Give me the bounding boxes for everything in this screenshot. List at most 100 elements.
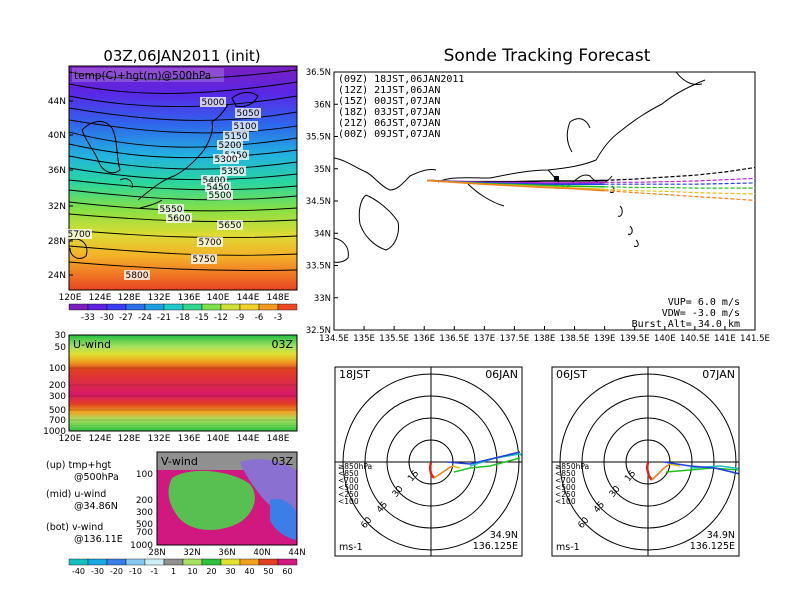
wind-colorbar-label: 60: [282, 567, 292, 576]
temp-map-lat-ticks: 44N 40N 36N 32N 28N 24N: [48, 97, 73, 281]
temp-colorbar-label: -21: [157, 313, 171, 323]
hodograph-trace: [645, 461, 653, 481]
level-legend-entry: <250: [555, 490, 576, 499]
lon-tick-label: 140E: [654, 334, 676, 344]
tracking-title: Sonde Tracking Forecast: [444, 46, 651, 66]
pressure-tick-label: 500: [136, 520, 153, 530]
contour-label-bg: [223, 131, 249, 141]
temp-colorbar-swatch: [277, 303, 298, 311]
u-wind-time: 03Z: [271, 338, 293, 351]
contour-label: 5650: [219, 221, 242, 231]
temp-map-label: temp(C)+hgt(m)@500hPa: [74, 70, 211, 82]
temp-height-map: 03Z,06JAN2011 (init): [48, 47, 298, 323]
wind-colorbar-label: 1: [171, 567, 176, 576]
contour-label: 5800: [126, 271, 149, 281]
pressure-tick-label: 1000: [43, 427, 66, 437]
temp-colorbar-swatch: [182, 303, 203, 311]
hodograph-trace: [451, 465, 461, 469]
lat-tick-label: 35.5N: [306, 133, 331, 143]
lon-tick-label: 134.5E: [319, 334, 349, 344]
contour-label-bg: [201, 175, 227, 185]
hodograph-trace: [665, 467, 739, 473]
ring-speed-label: 15: [406, 469, 421, 484]
level-legend-entry: <700: [555, 476, 576, 485]
contour-label-bg: [217, 220, 243, 230]
lon-tick-label: 144E: [237, 293, 260, 303]
lat-tick-label: 44N: [288, 548, 305, 558]
lat-tick-label: 33N: [314, 294, 331, 304]
hodograph-18jst-frame: [334, 366, 523, 557]
u-wind-frame: [68, 334, 298, 432]
lon-tick-label: 128E: [118, 293, 141, 303]
burst-altitude: Burst Alt= 34.0 km: [632, 319, 740, 330]
hodograph-trace: [453, 457, 521, 473]
wind-colorbar-swatch: [163, 558, 184, 566]
track-forecast-segment: [604, 166, 755, 181]
level-legend-entry: <850: [338, 469, 359, 478]
contour-label: 5150: [225, 132, 248, 142]
pressure-tick-label: 300: [49, 392, 66, 402]
hodograph-trace: [663, 461, 739, 475]
contour-label: 5700: [199, 238, 222, 248]
lat-tick-label: 28N: [148, 548, 165, 558]
u-wind-label: U-wind: [73, 338, 111, 351]
ring-speed-label: 60: [576, 515, 591, 530]
track-forecast-segment: [604, 188, 755, 195]
lat-tick-label: 35N: [314, 165, 331, 175]
temp-colorbar-swatch: [125, 303, 146, 311]
contour-label-bg: [235, 108, 261, 118]
contour-label-bg: [158, 204, 184, 214]
temp-colorbar-swatch: [144, 303, 165, 311]
hodograph-date-label: 06JAN: [485, 368, 518, 381]
lon-tick-label: 135.5E: [379, 334, 409, 344]
lon-tick-label: 137E: [474, 334, 496, 344]
wind-colorbar-label: -10: [129, 567, 142, 576]
temp-colorbar-label: -27: [119, 313, 133, 323]
wind-colorbar-label: 10: [187, 567, 197, 576]
lon-tick-label: 138E: [534, 334, 556, 344]
track-solid-segment: [427, 179, 605, 192]
track-legend-entry: (15Z) 00JST,07JAN: [338, 96, 440, 107]
temp-colorbar-label: -9: [236, 313, 244, 323]
pressure-tick-label: 700: [49, 416, 66, 426]
track-legend-entry: (00Z) 09JST,07JAN: [338, 129, 440, 140]
contour-label-bg: [207, 190, 233, 200]
pressure-tick-label: 50: [55, 343, 67, 353]
wind-colorbar-swatch: [277, 558, 298, 566]
vdw-value: VDW= -3.0 m/s: [662, 308, 740, 319]
lon-tick-label: 137.5E: [500, 334, 530, 344]
track-forecast-segment: [604, 190, 755, 201]
wind-colorbar-label: -40: [72, 567, 85, 576]
vup-value: VUP= 6.0 m/s: [668, 297, 740, 308]
track-forecast-segment: [604, 182, 755, 185]
temp-colorbar-label: -33: [81, 313, 95, 323]
lon-tick-label: 140E: [207, 434, 230, 444]
lat-tick-label: 34N: [314, 229, 331, 239]
panel-description-line: (mid) u-wind: [46, 489, 106, 500]
wind-colorbar-swatch: [87, 558, 108, 566]
contour-label-bg: [66, 229, 92, 239]
lon-tick-label: 139E: [594, 334, 616, 344]
hodograph-trace: [469, 453, 522, 467]
temp-map-label-box: [72, 68, 224, 82]
lon-tick-label: 140.5E: [680, 334, 710, 344]
temp-colorbar-swatch: [220, 303, 241, 311]
pressure-tick-label: 200: [49, 381, 66, 391]
wind-colorbar-swatch: [258, 558, 279, 566]
contour-label: 5300: [215, 155, 238, 165]
contour-label: 5050: [237, 109, 260, 119]
wind-colorbar-swatch: [239, 558, 260, 566]
lon-tick-label: 120E: [59, 434, 82, 444]
lat-tick-label: 32N: [48, 202, 66, 212]
contour-label: 5500: [209, 191, 232, 201]
wind-colorbar-label: 50: [263, 567, 273, 576]
v-wind-frame: [156, 451, 298, 546]
wind-colorbar-label: -1: [151, 567, 159, 576]
wind-colorbar-label: 40: [244, 567, 254, 576]
contour-label: 5400: [203, 176, 226, 186]
lon-tick-label: 136.5E: [439, 334, 469, 344]
contour-label-bg: [232, 121, 258, 131]
